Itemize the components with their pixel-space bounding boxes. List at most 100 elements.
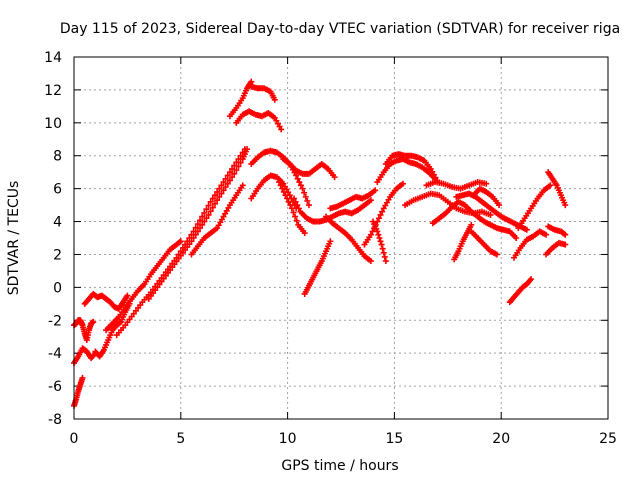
- data-point-marker: [177, 238, 184, 245]
- data-points: [71, 78, 569, 409]
- series-arc-12: [233, 108, 285, 133]
- series-arc-11: [248, 83, 278, 103]
- series-arc-16: [276, 179, 308, 237]
- data-point-marker: [381, 253, 388, 260]
- data-point-marker: [280, 188, 287, 195]
- data-point-marker: [207, 208, 214, 215]
- data-point-marker: [297, 182, 304, 189]
- data-point-marker: [528, 276, 535, 283]
- series-arc-28: [453, 190, 530, 233]
- series-arc-06: [103, 238, 184, 334]
- series-arc-21: [361, 180, 406, 248]
- data-point-marker: [220, 179, 227, 186]
- data-point-marker: [79, 374, 86, 381]
- data-point-marker: [382, 258, 389, 265]
- series-arc-27: [429, 198, 520, 241]
- data-point-marker: [220, 187, 227, 194]
- x-axis-label: GPS time / hours: [281, 458, 398, 474]
- data-point-marker: [214, 197, 221, 204]
- data-point-marker: [468, 221, 475, 228]
- series-arc-09: [188, 182, 246, 258]
- data-point-marker: [295, 205, 302, 212]
- data-point-marker: [239, 182, 246, 189]
- data-point-marker: [327, 238, 334, 245]
- data-point-marker: [218, 182, 225, 189]
- data-point-marker: [493, 251, 500, 258]
- series-arc-19: [323, 213, 374, 265]
- series-arc-05: [92, 300, 133, 360]
- data-point-marker: [197, 217, 204, 224]
- chart-title: Day 115 of 2023, Sidereal Day-to-day VTE…: [60, 21, 620, 37]
- data-point-marker: [188, 238, 195, 245]
- x-tick-label: 10: [279, 431, 297, 447]
- data-point-marker: [192, 231, 199, 238]
- data-point-marker: [237, 159, 244, 166]
- series-arc-29: [451, 221, 475, 263]
- grid: [74, 57, 608, 419]
- axis-ticks: 0 5 10 15 20 25 -8 -6 -4 -2 0 2 4 6 8 10 12 14: [44, 50, 617, 447]
- data-point-marker: [209, 204, 216, 211]
- series-arc-22: [374, 156, 438, 186]
- series-arc-07: [113, 146, 248, 339]
- y-tick-label: 4: [53, 215, 62, 231]
- data-point-marker: [211, 192, 218, 199]
- data-point-marker: [222, 183, 229, 190]
- series-arc-23: [382, 151, 441, 184]
- y-tick-label: 2: [53, 247, 62, 263]
- series-arc-37: [543, 239, 569, 258]
- data-point-marker: [176, 239, 183, 246]
- data-point-marker: [199, 221, 206, 228]
- data-point-marker: [562, 202, 569, 209]
- data-point-marker: [203, 215, 210, 222]
- y-tick-label: -6: [48, 379, 62, 395]
- series-arc-03: [71, 345, 99, 367]
- series-arc-01: [71, 374, 86, 409]
- data-point-marker: [226, 177, 233, 184]
- data-point-marker: [201, 209, 208, 216]
- data-point-marker: [483, 180, 490, 187]
- data-point-marker: [305, 202, 312, 209]
- series-arc-10: [226, 78, 255, 120]
- data-point-marker: [367, 231, 374, 238]
- data-point-marker: [292, 198, 299, 205]
- data-point-marker: [201, 218, 208, 225]
- series-arc-35: [545, 169, 569, 209]
- x-tick-label: 25: [599, 431, 617, 447]
- data-point-marker: [207, 198, 214, 205]
- series-arc-32: [506, 276, 535, 306]
- data-point-marker: [231, 162, 238, 169]
- data-point-marker: [231, 170, 238, 177]
- data-point-marker: [276, 179, 283, 186]
- data-point-marker: [211, 200, 218, 207]
- data-point-marker: [271, 96, 278, 103]
- y-tick-label: -4: [48, 346, 62, 362]
- data-point-marker: [218, 190, 225, 197]
- data-point-marker: [237, 152, 244, 159]
- y-tick-label: 12: [44, 83, 62, 99]
- series-arc-34: [515, 182, 554, 232]
- series-arc-08: [145, 146, 251, 302]
- data-point-marker: [116, 319, 123, 326]
- data-point-marker: [367, 258, 374, 265]
- data-point-marker: [279, 185, 286, 192]
- series-arc-02: [71, 317, 97, 344]
- data-point-marker: [216, 185, 223, 192]
- x-tick-label: 0: [70, 431, 79, 447]
- data-point-marker: [288, 205, 295, 212]
- data-point-marker: [209, 195, 216, 202]
- series-arc-26: [423, 179, 490, 192]
- data-point-marker: [294, 175, 301, 182]
- data-point-marker: [561, 230, 568, 237]
- data-point-marker: [487, 211, 494, 218]
- data-point-marker: [377, 211, 384, 218]
- series-arc-04: [81, 290, 131, 312]
- data-point-marker: [562, 241, 569, 248]
- data-point-marker: [380, 249, 387, 256]
- y-tick-label: -8: [48, 412, 62, 428]
- series-arc-24: [370, 218, 389, 265]
- data-point-marker: [197, 225, 204, 232]
- data-point-marker: [205, 202, 212, 209]
- data-point-marker: [291, 195, 298, 202]
- series-arc-18: [301, 238, 334, 297]
